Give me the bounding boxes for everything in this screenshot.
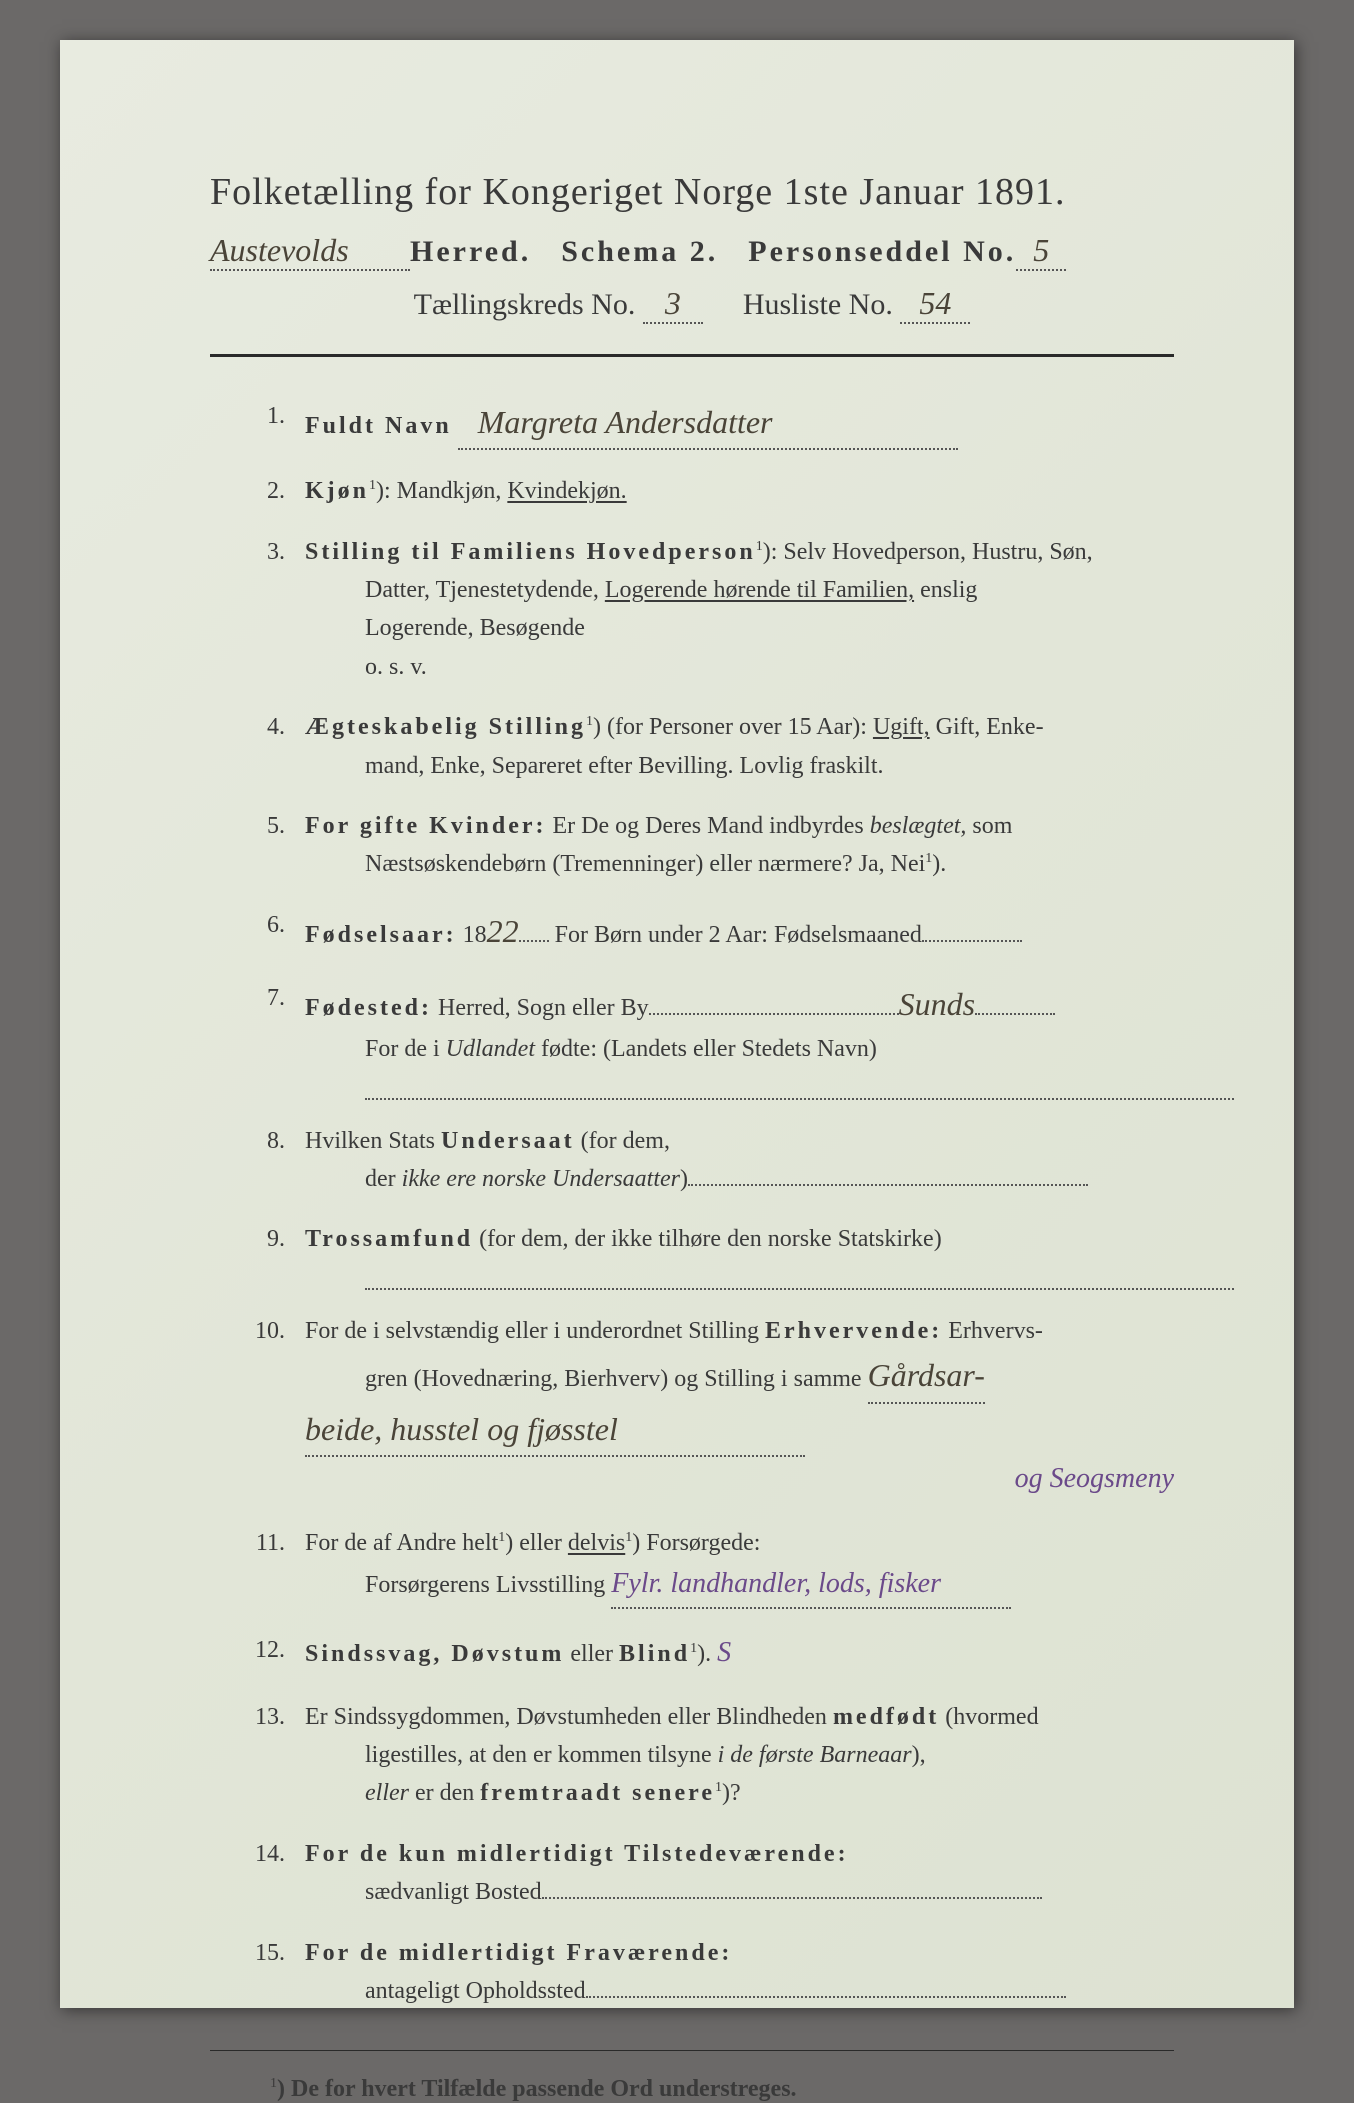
q1-value: Margreta Andersdatter [458,397,958,450]
q3-label: Stilling til Familiens Hovedperson [305,539,756,565]
q3-num: 3. [250,533,305,687]
q13: 13. Er Sindssygdommen, Døvstumheden elle… [250,1698,1174,1813]
census-form-page: Folketælling for Kongeriget Norge 1ste J… [60,40,1294,2008]
q13-num: 13. [250,1698,305,1813]
personseddel-label: Personseddel No. [748,235,1016,269]
header-line-2: Tællingskreds No. 3 Husliste No. 54 [210,285,1174,324]
q10-value-a: Gårdsar- [868,1350,985,1403]
q4-label: Ægteskabelig Stilling [305,714,586,740]
q5-num: 5. [250,807,305,884]
q10-value-b: beide, husstel og fjøsstel [305,1404,805,1457]
personseddel-no: 5 [1016,232,1066,271]
q8-num: 8. [250,1122,305,1199]
schema-label: Schema 2. [561,235,718,269]
q3: 3. Stilling til Familiens Hovedperson1):… [250,533,1174,687]
q10-purple-note: og Seogsmeny [1015,1463,1174,1494]
tallingskreds-label: Tællingskreds No. [414,288,636,321]
q4: 4. Ægteskabelig Stilling1) (for Personer… [250,708,1174,785]
q11-value: Fylr. landhandler, lods, fisker [611,1562,1011,1609]
husliste-label: Husliste No. [743,288,893,321]
q12: 12. Sindssvag, Døvstum eller Blind1). S [250,1631,1174,1676]
q6-label: Fødselsaar: [305,922,457,948]
q4-num: 4. [250,708,305,785]
q1-label: Fuldt Navn [305,413,452,439]
q15-label: For de midlertidigt Fraværende: [305,1940,732,1966]
q11-num: 11. [250,1524,305,1609]
q1: 1. Fuldt Navn Margreta Andersdatter [250,397,1174,450]
divider-bottom [210,2050,1174,2051]
q9-label: Trossamfund [305,1226,473,1252]
herred-label: Herred. [410,235,531,269]
q5-label: For gifte Kvinder: [305,813,547,839]
header-line-1: Austevolds Herred. Schema 2. Personsedde… [210,232,1174,271]
q14-num: 14. [250,1835,305,1912]
q2: 2. Kjøn1): Mandkjøn, Kvindekjøn. [250,472,1174,510]
q6-year: 22 [487,906,519,957]
q2-label: Kjøn [305,478,369,504]
q8: 8. Hvilken Stats Undersaat (for dem, der… [250,1122,1174,1199]
q12-value: S [717,1637,731,1668]
q12-label: Sindssvag, Døvstum [305,1641,564,1667]
q15-num: 15. [250,1934,305,2011]
page-title: Folketælling for Kongeriget Norge 1ste J… [210,170,1174,214]
footnote: 1) De for hvert Tilfælde passende Ord un… [210,2076,1174,2103]
q7-value: Sunds [899,979,975,1030]
q2-num: 2. [250,472,305,510]
q1-num: 1. [250,397,305,450]
q7-num: 7. [250,979,305,1100]
q4-underlined: Ugift, [873,714,930,740]
q7-label: Fødested: [305,995,432,1021]
tallingskreds-no: 3 [643,285,703,324]
q9-num: 9. [250,1220,305,1290]
q7: 7. Fødested: Herred, Sogn eller BySunds … [250,979,1174,1100]
q5: 5. For gifte Kvinder: Er De og Deres Man… [250,807,1174,884]
q6-num: 6. [250,906,305,957]
q15: 15. For de midlertidigt Fraværende: anta… [250,1934,1174,2011]
husliste-no: 54 [900,285,970,324]
q10: 10. For de i selvstændig eller i underor… [250,1312,1174,1502]
q14: 14. For de kun midlertidigt Tilstedevære… [250,1835,1174,1912]
footnote-text: ) De for hvert Tilfælde passende Ord und… [277,2076,797,2102]
q2-underlined: Kvindekjøn. [507,478,626,504]
q10-num: 10. [250,1312,305,1502]
q12-num: 12. [250,1631,305,1676]
q6: 6. Fødselsaar: 1822 For Børn under 2 Aar… [250,906,1174,957]
herred-value: Austevolds [210,232,410,271]
divider-top [210,354,1174,357]
q3-underlined: Logerende hørende til Familien, [605,577,914,603]
q11: 11. For de af Andre helt1) eller delvis1… [250,1524,1174,1609]
form-questions: 1. Fuldt Navn Margreta Andersdatter 2. K… [210,397,1174,2010]
q9: 9. Trossamfund (for dem, der ikke tilhør… [250,1220,1174,1290]
q14-label: For de kun midlertidigt Tilstedeværende: [305,1841,849,1867]
